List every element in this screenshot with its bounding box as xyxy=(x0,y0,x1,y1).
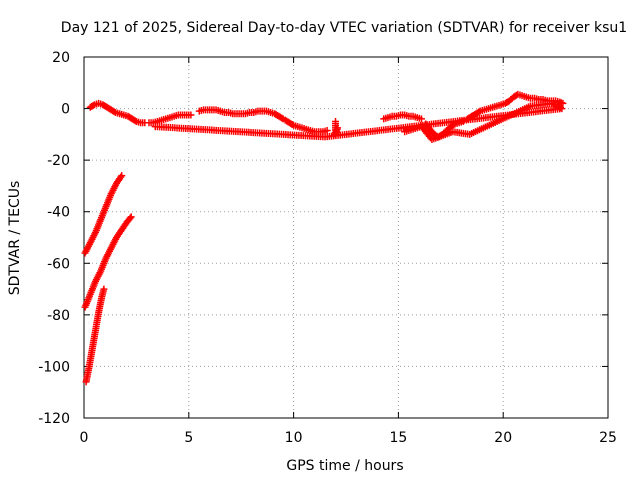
y-tick-label: -100 xyxy=(38,359,70,375)
x-tick-label: 0 xyxy=(80,430,89,446)
y-axis-label: SDTVAR / TECUs xyxy=(7,181,23,296)
y-tick-label: -20 xyxy=(47,153,70,169)
y-tick-label: -60 xyxy=(47,256,70,272)
data-points xyxy=(82,91,567,386)
x-tick-label: 10 xyxy=(285,430,303,446)
y-tick-label: -80 xyxy=(47,308,70,324)
y-tick-label: 0 xyxy=(61,102,70,118)
x-axis-label: GPS time / hours xyxy=(286,458,403,474)
y-tick-label: 20 xyxy=(52,50,70,66)
x-tick-label: 25 xyxy=(599,430,617,446)
x-tick-label: 15 xyxy=(389,430,407,446)
chart-title: Day 121 of 2025, Sidereal Day-to-day VTE… xyxy=(61,20,627,36)
chart: 0 5 10 15 20 25 -120 -100 -80 -60 -40 -20 0 20 Day 12… xyxy=(0,0,640,480)
y-tick-label: -120 xyxy=(38,411,70,427)
x-tick-label: 20 xyxy=(494,430,512,446)
y-tick-label: -40 xyxy=(47,205,70,221)
x-tick-label: 5 xyxy=(184,430,193,446)
